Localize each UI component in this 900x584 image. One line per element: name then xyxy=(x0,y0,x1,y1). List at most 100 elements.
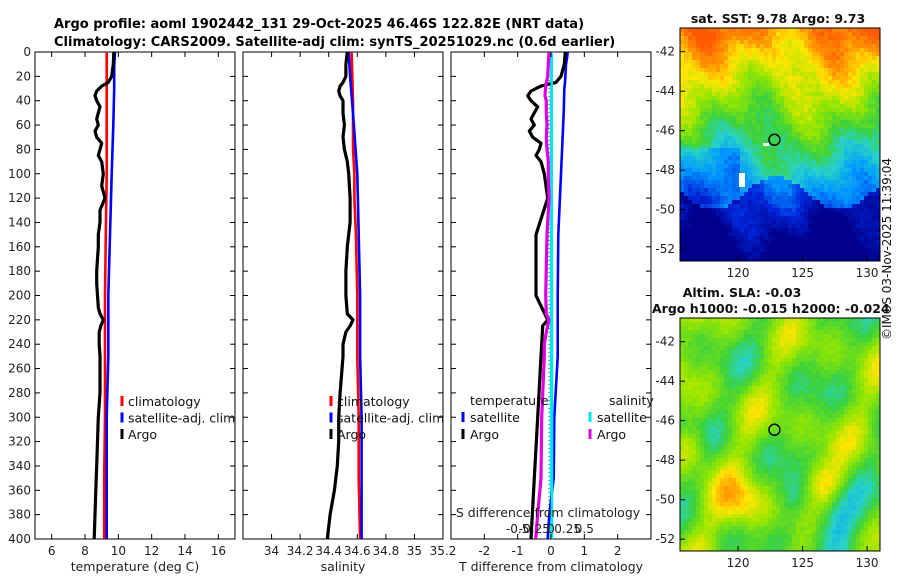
sla-cell xyxy=(732,386,736,390)
sst-cell xyxy=(800,56,804,60)
sla-cell xyxy=(700,382,704,386)
sla-cell xyxy=(788,326,792,330)
sst-cell xyxy=(772,92,776,96)
sst-cell xyxy=(792,68,796,72)
sst-cell xyxy=(820,256,824,260)
sst-cell xyxy=(704,160,708,164)
sla-cell xyxy=(764,354,768,358)
sla-cell xyxy=(732,390,736,394)
sst-cell xyxy=(836,36,840,40)
sla-cell xyxy=(736,326,740,330)
sst-cell xyxy=(876,116,880,120)
sst-cell xyxy=(740,28,744,32)
sst-cell xyxy=(824,224,828,228)
sla-cell xyxy=(784,438,788,442)
sst-cell xyxy=(784,80,788,84)
sst-cell xyxy=(848,88,852,92)
sst-cell xyxy=(756,76,760,80)
sla-cell xyxy=(688,402,692,406)
sla-cell xyxy=(856,330,860,334)
sst-cell xyxy=(788,128,792,132)
sst-cell xyxy=(872,208,876,212)
sst-cell xyxy=(708,68,712,72)
sla-cell xyxy=(860,406,864,410)
sla-cell xyxy=(876,422,880,426)
sla-cell xyxy=(724,398,728,402)
sla-cell xyxy=(780,390,784,394)
sla-cell xyxy=(680,442,684,446)
sla-cell xyxy=(776,442,780,446)
sla-cell xyxy=(760,442,764,446)
sst-cell xyxy=(852,92,856,96)
sst-cell xyxy=(756,172,760,176)
sla-cell xyxy=(700,350,704,354)
sla-cell xyxy=(832,410,836,414)
sst-cell xyxy=(876,120,880,124)
sst-cell xyxy=(788,132,792,136)
sla-cell xyxy=(752,342,756,346)
sst-cell xyxy=(796,40,800,44)
sst-cell xyxy=(728,160,732,164)
sst-cell xyxy=(740,48,744,52)
sst-cell xyxy=(864,128,868,132)
sla-cell xyxy=(692,366,696,370)
sst-cell xyxy=(780,168,784,172)
sla-cell xyxy=(864,438,868,442)
sst-cell xyxy=(768,104,772,108)
sst-cell xyxy=(760,176,764,180)
sla-cell xyxy=(772,350,776,354)
sla-cell xyxy=(760,410,764,414)
sst-cell xyxy=(780,200,784,204)
sla-cell xyxy=(800,338,804,342)
sla-cell xyxy=(868,374,872,378)
sst-cell xyxy=(816,88,820,92)
sst-cell xyxy=(712,56,716,60)
sla-cell xyxy=(692,354,696,358)
sla-cell xyxy=(800,358,804,362)
sla-cell xyxy=(876,402,880,406)
sla-cell xyxy=(700,442,704,446)
sla-cell xyxy=(748,410,752,414)
y-tick-label: 40 xyxy=(16,94,31,108)
sst-cell xyxy=(848,144,852,148)
sst-cell xyxy=(864,40,868,44)
sla-cell xyxy=(872,350,876,354)
sst-cell xyxy=(744,108,748,112)
sla-cell xyxy=(684,450,688,454)
sla-cell xyxy=(788,430,792,434)
sst-cell xyxy=(772,236,776,240)
sla-cell xyxy=(768,366,772,370)
sst-cell xyxy=(836,208,840,212)
sst-cell xyxy=(776,240,780,244)
sst-cell xyxy=(864,164,868,168)
sla-cell xyxy=(772,326,776,330)
sst-cell xyxy=(760,196,764,200)
sst-cell xyxy=(752,164,756,168)
sla-cell xyxy=(760,330,764,334)
sla-cell xyxy=(840,374,844,378)
sst-cell xyxy=(864,28,868,32)
sla-cell xyxy=(764,330,768,334)
sla-cell xyxy=(772,398,776,402)
sla-cell xyxy=(680,394,684,398)
sst-cell xyxy=(728,96,732,100)
sst-cell xyxy=(860,244,864,248)
sst-cell xyxy=(844,88,848,92)
sla-cell xyxy=(832,430,836,434)
sst-cell xyxy=(744,48,748,52)
sst-cell xyxy=(756,156,760,160)
sla-cell xyxy=(756,366,760,370)
sla-cell xyxy=(740,354,744,358)
sst-cell xyxy=(860,60,864,64)
sla-cell xyxy=(768,402,772,406)
sla-cell xyxy=(844,334,848,338)
sla-cell xyxy=(788,386,792,390)
sst-cell xyxy=(708,92,712,96)
sst-cell xyxy=(744,216,748,220)
sst-cell xyxy=(800,172,804,176)
sla-cell xyxy=(720,318,724,322)
sst-cell xyxy=(728,92,732,96)
sst-cell xyxy=(868,184,872,188)
sst-cell xyxy=(696,84,700,88)
sla-cell xyxy=(748,402,752,406)
